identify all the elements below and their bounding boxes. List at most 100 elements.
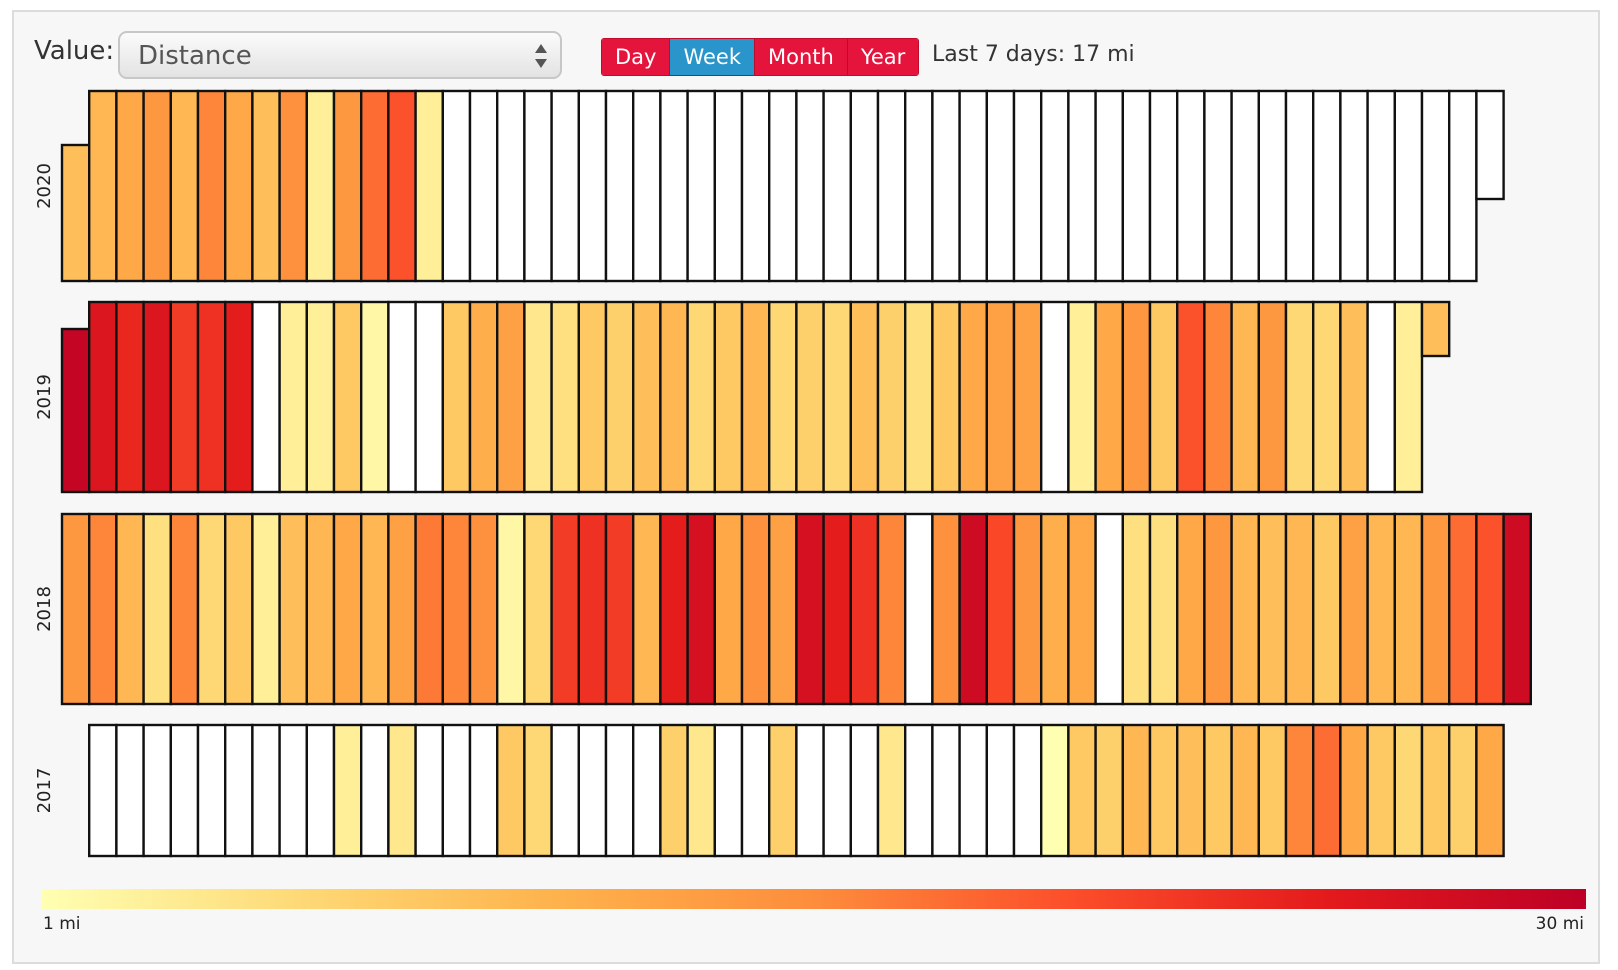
week-cell (1420, 512, 1451, 706)
week-cell (1067, 300, 1097, 494)
week-cell (604, 89, 635, 283)
week-cell (1284, 300, 1315, 494)
week-cell (686, 723, 716, 858)
week-cell (332, 300, 363, 494)
week-cell (1012, 723, 1043, 858)
week-cell (387, 89, 417, 283)
week-cell (360, 723, 390, 858)
week-cell (768, 89, 798, 283)
week-cell (1447, 89, 1478, 283)
week-cell (958, 723, 988, 858)
week-cell (360, 512, 390, 706)
week-cell (414, 89, 445, 283)
week-cell (87, 512, 118, 706)
week-cell (632, 89, 662, 283)
year-label: 2018 (34, 586, 55, 632)
week-cell (332, 512, 363, 706)
week-cell (904, 89, 934, 283)
week-cell (1067, 723, 1097, 858)
week-cell (1203, 89, 1233, 283)
week-cell (1393, 512, 1424, 706)
week-cell (1203, 723, 1233, 858)
week-cell (115, 300, 145, 494)
week-cell (1012, 512, 1043, 706)
week-cell (768, 512, 798, 706)
week-cell (278, 300, 309, 494)
period-button-group: Day Week Month Year (601, 38, 920, 76)
week-cell (468, 300, 499, 494)
week-cell (87, 723, 118, 858)
week-cell (1420, 300, 1451, 358)
week-cell (1475, 723, 1505, 858)
week-cell (632, 300, 662, 494)
week-cell (115, 89, 145, 283)
week-cell (223, 300, 254, 494)
week-cell (1475, 89, 1505, 201)
legend-min-label: 1 mi (43, 914, 81, 934)
week-cell (686, 300, 716, 494)
legend-max-label: 30 mi (1535, 914, 1584, 934)
week-cell (1067, 89, 1097, 283)
year-row-2020: 2020 (34, 89, 1505, 283)
week-cell (1284, 89, 1315, 283)
month-button[interactable]: Month (755, 39, 848, 75)
week-cell (332, 723, 363, 858)
week-cell (1012, 300, 1043, 494)
week-cell (1230, 89, 1260, 283)
week-cell (305, 89, 336, 283)
week-button[interactable]: Week (670, 39, 756, 75)
week-cell (278, 723, 309, 858)
week-cell (1121, 723, 1152, 858)
week-cell (1339, 300, 1369, 494)
week-cell (1175, 723, 1206, 858)
week-cell (523, 300, 553, 494)
week-cell (1148, 89, 1179, 283)
week-cell (577, 300, 608, 494)
week-cell (305, 723, 336, 858)
week-cell (468, 723, 499, 858)
week-cell (1257, 723, 1288, 858)
week-cell (904, 512, 934, 706)
week-cell (360, 300, 390, 494)
week-cell (305, 300, 336, 494)
week-cell (1420, 723, 1451, 858)
week-cell (87, 300, 118, 494)
week-cell (360, 89, 390, 283)
week-cell (1121, 512, 1152, 706)
year-label: 2019 (34, 374, 55, 420)
week-cell (822, 723, 852, 858)
week-cell (1094, 89, 1124, 283)
week-cell (1393, 89, 1424, 283)
year-button[interactable]: Year (847, 39, 919, 75)
week-cell (849, 300, 880, 494)
week-cell (577, 512, 608, 706)
week-cell (849, 89, 880, 283)
week-cell (223, 512, 254, 706)
week-cell (1175, 300, 1206, 494)
week-cell (686, 89, 716, 283)
week-cell (1094, 723, 1124, 858)
week-cell (1257, 512, 1288, 706)
week-cell (1447, 723, 1478, 858)
week-cell (822, 89, 852, 283)
value-label: Value: (34, 36, 115, 66)
day-button[interactable]: Day (602, 39, 671, 75)
year-row-2019: 2019 (34, 300, 1451, 494)
week-cell (876, 89, 907, 283)
week-cell (713, 512, 744, 706)
week-cell (387, 723, 417, 858)
week-cell (1067, 512, 1097, 706)
year-label: 2020 (34, 163, 55, 209)
week-cell (985, 300, 1016, 494)
value-select[interactable]: Distance (118, 31, 562, 79)
week-cell (496, 512, 526, 706)
week-cell (876, 300, 907, 494)
week-cell (169, 89, 200, 283)
week-cell (496, 300, 526, 494)
week-cell (550, 300, 580, 494)
week-cell (604, 512, 635, 706)
week-cell (904, 300, 934, 494)
week-cell (1039, 512, 1070, 706)
week-cell (822, 512, 852, 706)
week-cell (1175, 512, 1206, 706)
